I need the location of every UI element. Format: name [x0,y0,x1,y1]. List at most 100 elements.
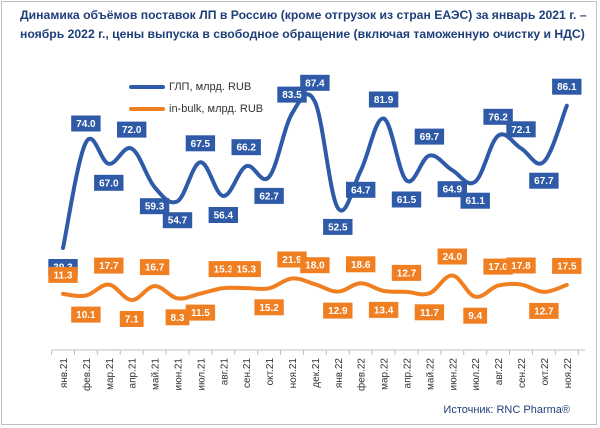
data-label-box-bulk [277,251,307,268]
data-label-box-gmp [414,128,445,145]
data-label-gmp: 54.7 [168,216,188,227]
x-tick-label: мар.22 [380,358,391,390]
chart-title: Динамика объёмов поставок ЛП в Россию (к… [20,8,587,41]
x-tick-label: окт.21 [265,358,276,386]
data-label-box-bulk [300,257,330,274]
data-label-bulk: 18.6 [351,260,371,271]
data-label-bulk: 7.1 [125,315,139,326]
legend-swatch-gmp [129,85,165,89]
x-tick-label: апр.22 [403,358,414,389]
data-label-bulk: 17.7 [99,261,119,272]
data-label-gmp: 59.3 [145,202,165,213]
source-note: Источник: RNC Pharma® [443,404,570,416]
legend: ГЛП, млрд. RUB in-bulk, млрд. RUB [129,78,263,122]
data-label-gmp: 67.5 [191,139,211,150]
data-label-box-bulk [414,304,445,321]
data-label-bulk: 15.3 [236,265,256,276]
x-tick-label: янв.22 [334,358,345,389]
data-label-gmp: 69.7 [420,132,440,143]
x-tick-label: сен.21 [242,358,253,388]
x-tick-label: май.22 [425,358,436,390]
data-label-box-gmp [483,108,513,125]
data-label-box-bulk [346,256,376,273]
data-label-gmp: 67.0 [99,178,119,189]
data-label-bulk: 10.1 [76,310,96,321]
data-label-box-gmp [552,78,582,95]
data-label-bulk: 24.0 [443,252,463,263]
data-label-box-gmp [368,91,399,108]
data-label-gmp: 72.0 [122,125,142,136]
data-label-box-bulk [552,257,582,274]
data-label-box-bulk [437,248,467,265]
data-label-box-gmp [231,139,261,156]
data-label-box-gmp [162,212,193,229]
data-label-bulk: 13.4 [374,305,394,316]
data-label-box-gmp [506,121,536,138]
data-label-box-bulk [391,264,422,281]
data-label-box-gmp [71,115,101,132]
data-label-bulk: 17.5 [557,261,577,272]
data-label-bulk: 9.4 [468,311,482,322]
x-tick-label: авг.21 [219,358,230,386]
x-tick-label: дек.21 [311,358,322,388]
data-label-box-gmp [277,86,307,103]
data-label-gmp: 61.5 [397,195,417,206]
x-tick-label: июн.22 [448,358,459,391]
x-tick-label: окт.22 [540,358,551,386]
data-label-box-bulk [165,309,190,326]
legend-item-gmp: ГЛП, млрд. RUB [129,78,263,96]
data-label-bulk: 11.7 [420,308,439,319]
x-tick-label: май.21 [151,358,162,390]
legend-item-bulk: in-bulk, млрд. RUB [129,100,263,118]
x-tick-label: июл.22 [471,358,482,391]
x-tick-label: авг.22 [494,358,505,386]
data-label-gmp: 72.1 [511,125,531,136]
data-label-gmp: 83.5 [282,90,302,101]
data-label-box-gmp [139,198,170,215]
data-label-box-gmp [391,191,422,208]
data-label-bulk: 11.5 [191,308,210,319]
data-label-bulk: 12.7 [534,306,554,317]
data-label-box-bulk [71,306,101,323]
data-label-gmp: 64.7 [351,185,371,196]
data-label-box-bulk [483,258,513,275]
data-label-bulk: 15.3 [214,265,234,276]
data-label-box-bulk [119,311,144,327]
data-label-box-gmp [346,181,376,198]
x-tick-label: июн.21 [174,358,185,391]
x-tick-label: янв.21 [59,358,70,389]
data-label-bulk: 8.3 [171,313,185,324]
data-label-gmp: 87.4 [305,78,325,89]
legend-swatch-bulk [129,107,165,111]
data-label-box-bulk [208,261,238,278]
x-tick-label: ноя.21 [288,358,299,389]
data-label-gmp: 62.7 [259,191,279,202]
x-tick-label: мар.21 [105,358,116,390]
data-label-bulk: 11.3 [54,270,73,281]
data-label-bulk: 12.7 [397,268,417,279]
data-label-box-bulk [139,259,170,276]
x-tick-label: июл.21 [196,358,207,391]
legend-label-gmp: ГЛП, млрд. RUB [169,81,252,93]
data-label-bulk: 15.2 [259,303,279,314]
data-label-box-gmp [185,135,216,152]
data-label-gmp: 52.5 [328,222,348,233]
data-label-box-bulk [48,266,78,283]
data-label-gmp: 61.1 [465,196,485,207]
data-label-bulk: 16.7 [145,263,165,274]
data-label-box-gmp [94,174,124,191]
data-label-box-gmp [117,121,147,138]
data-label-box-bulk [463,307,488,324]
data-label-box-gmp [254,187,284,204]
data-label-bulk: 18.0 [305,261,325,272]
x-tick-label: апр.21 [128,358,139,389]
legend-label-bulk: in-bulk, млрд. RUB [169,103,264,115]
data-label-gmp: 64.9 [443,185,463,196]
data-label-gmp: 76.2 [488,112,508,123]
data-label-box-gmp [460,192,490,209]
data-label-box-bulk [231,261,261,278]
data-label-gmp: 86.1 [557,82,577,93]
data-label-box-bulk [94,257,124,274]
